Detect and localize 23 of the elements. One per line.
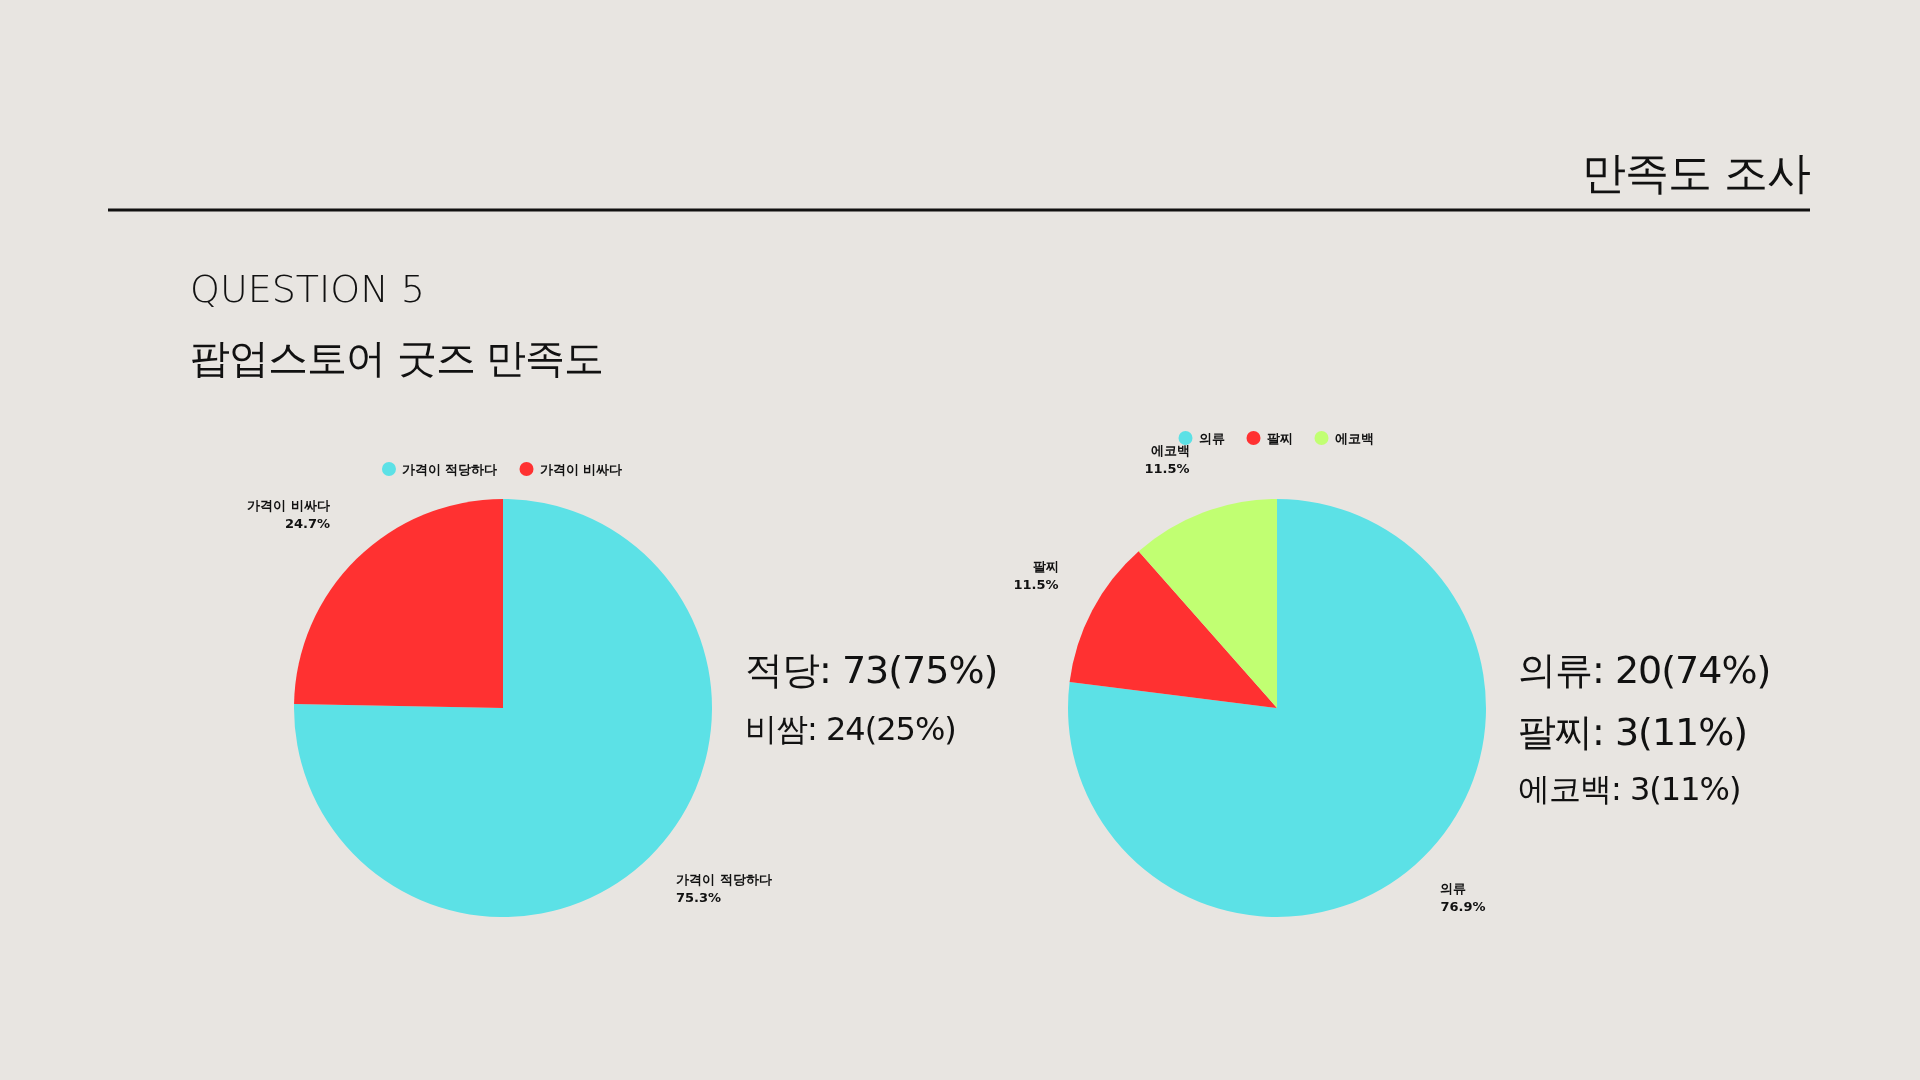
legend-label: 가격이 적당하다 [401,462,498,477]
slice-label: 가격이 적당하다 [676,872,772,888]
data-label: 24.7% [284,515,330,531]
text: 만족도 조사 [1582,147,1810,198]
text: 비쌈: 24(25%) [745,710,956,748]
slice-label: 에코백 [1150,442,1190,458]
text: 의류: 20(74%) [1518,648,1771,692]
chart-title: QUESTION 5 [190,267,425,311]
legend-label: 에코백 [1334,431,1374,446]
data-label: 11.5% [1013,576,1059,592]
legend-label: 팔찌 [1266,431,1293,446]
legend-label: 의류 [1198,431,1225,446]
text: 팔찌: 3(11%) [1518,710,1748,754]
slice-label: 의류 [1440,881,1467,897]
slice-label: 팔찌 [1032,558,1059,574]
text: 에코백: 3(11%) [1518,770,1741,808]
data-label: 76.9% [1440,899,1486,915]
slice-label: 가격이 비싸다 [247,497,330,513]
chart-subtitle: 팝업스토어 굿즈 만족도 [190,335,604,381]
data-label: 75.3% [676,890,722,906]
legend-label: 가격이 비싸다 [539,462,623,477]
data-label: 11.5% [1144,460,1190,476]
text: 적당: 73(75%) [745,648,998,692]
